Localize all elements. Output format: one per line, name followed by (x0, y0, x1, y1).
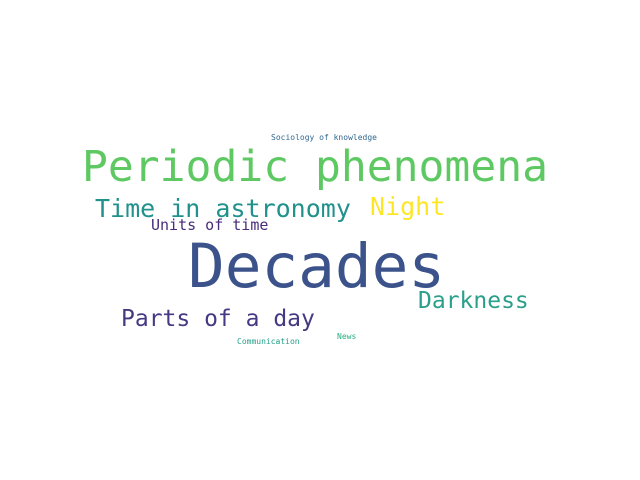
word-news: News (337, 332, 357, 341)
word-units-of-time: Units of time (151, 216, 269, 234)
word-parts-of-a-day: Parts of a day (121, 306, 315, 332)
word-night: Night (370, 192, 446, 221)
word-sociology-of-knowledge: Sociology of knowledge (271, 133, 377, 142)
word-darkness: Darkness (418, 288, 529, 314)
word-decades: Decades (188, 231, 446, 302)
word-time-in-astronomy: Time in astronomy (95, 194, 351, 223)
word-communication: Communication (237, 337, 300, 346)
word-periodic-phenomena: Periodic phenomena (82, 142, 548, 192)
